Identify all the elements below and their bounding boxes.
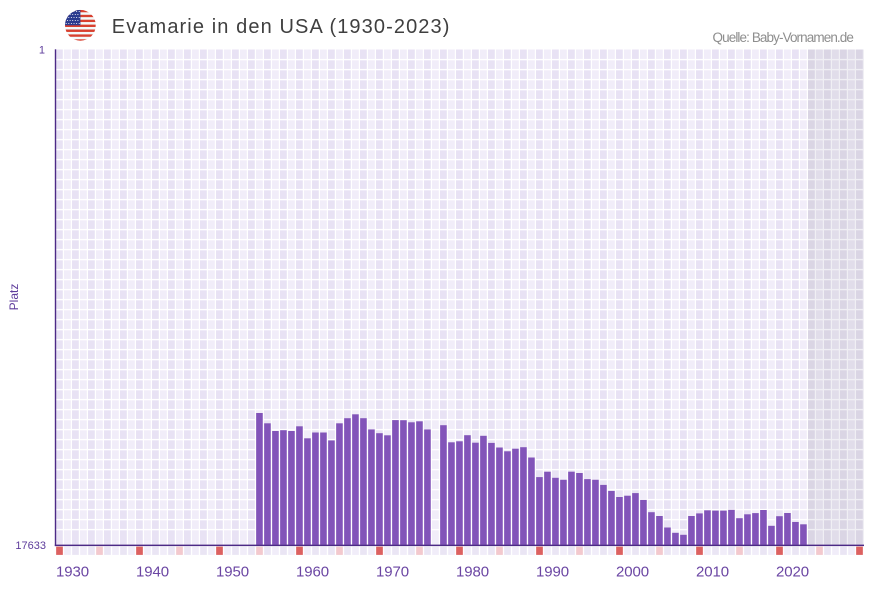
svg-text:1960: 1960	[296, 564, 329, 581]
svg-text:17633: 17633	[15, 540, 46, 552]
svg-text:Quelle: Baby-Vornamen.de: Quelle: Baby-Vornamen.de	[713, 30, 854, 45]
svg-text:Platz: Platz	[7, 284, 21, 311]
svg-text:2010: 2010	[696, 564, 729, 581]
svg-text:1: 1	[39, 45, 45, 57]
svg-text:1970: 1970	[376, 564, 409, 581]
svg-text:2000: 2000	[616, 564, 649, 581]
svg-text:1990: 1990	[536, 564, 569, 581]
svg-text:1980: 1980	[456, 564, 489, 581]
svg-text:Evamarie in den USA (1930-2023: Evamarie in den USA (1930-2023)	[112, 16, 451, 38]
svg-text:1950: 1950	[216, 564, 249, 581]
svg-text:1940: 1940	[136, 564, 169, 581]
svg-text:2020: 2020	[776, 564, 809, 581]
svg-text:1930: 1930	[56, 564, 89, 581]
